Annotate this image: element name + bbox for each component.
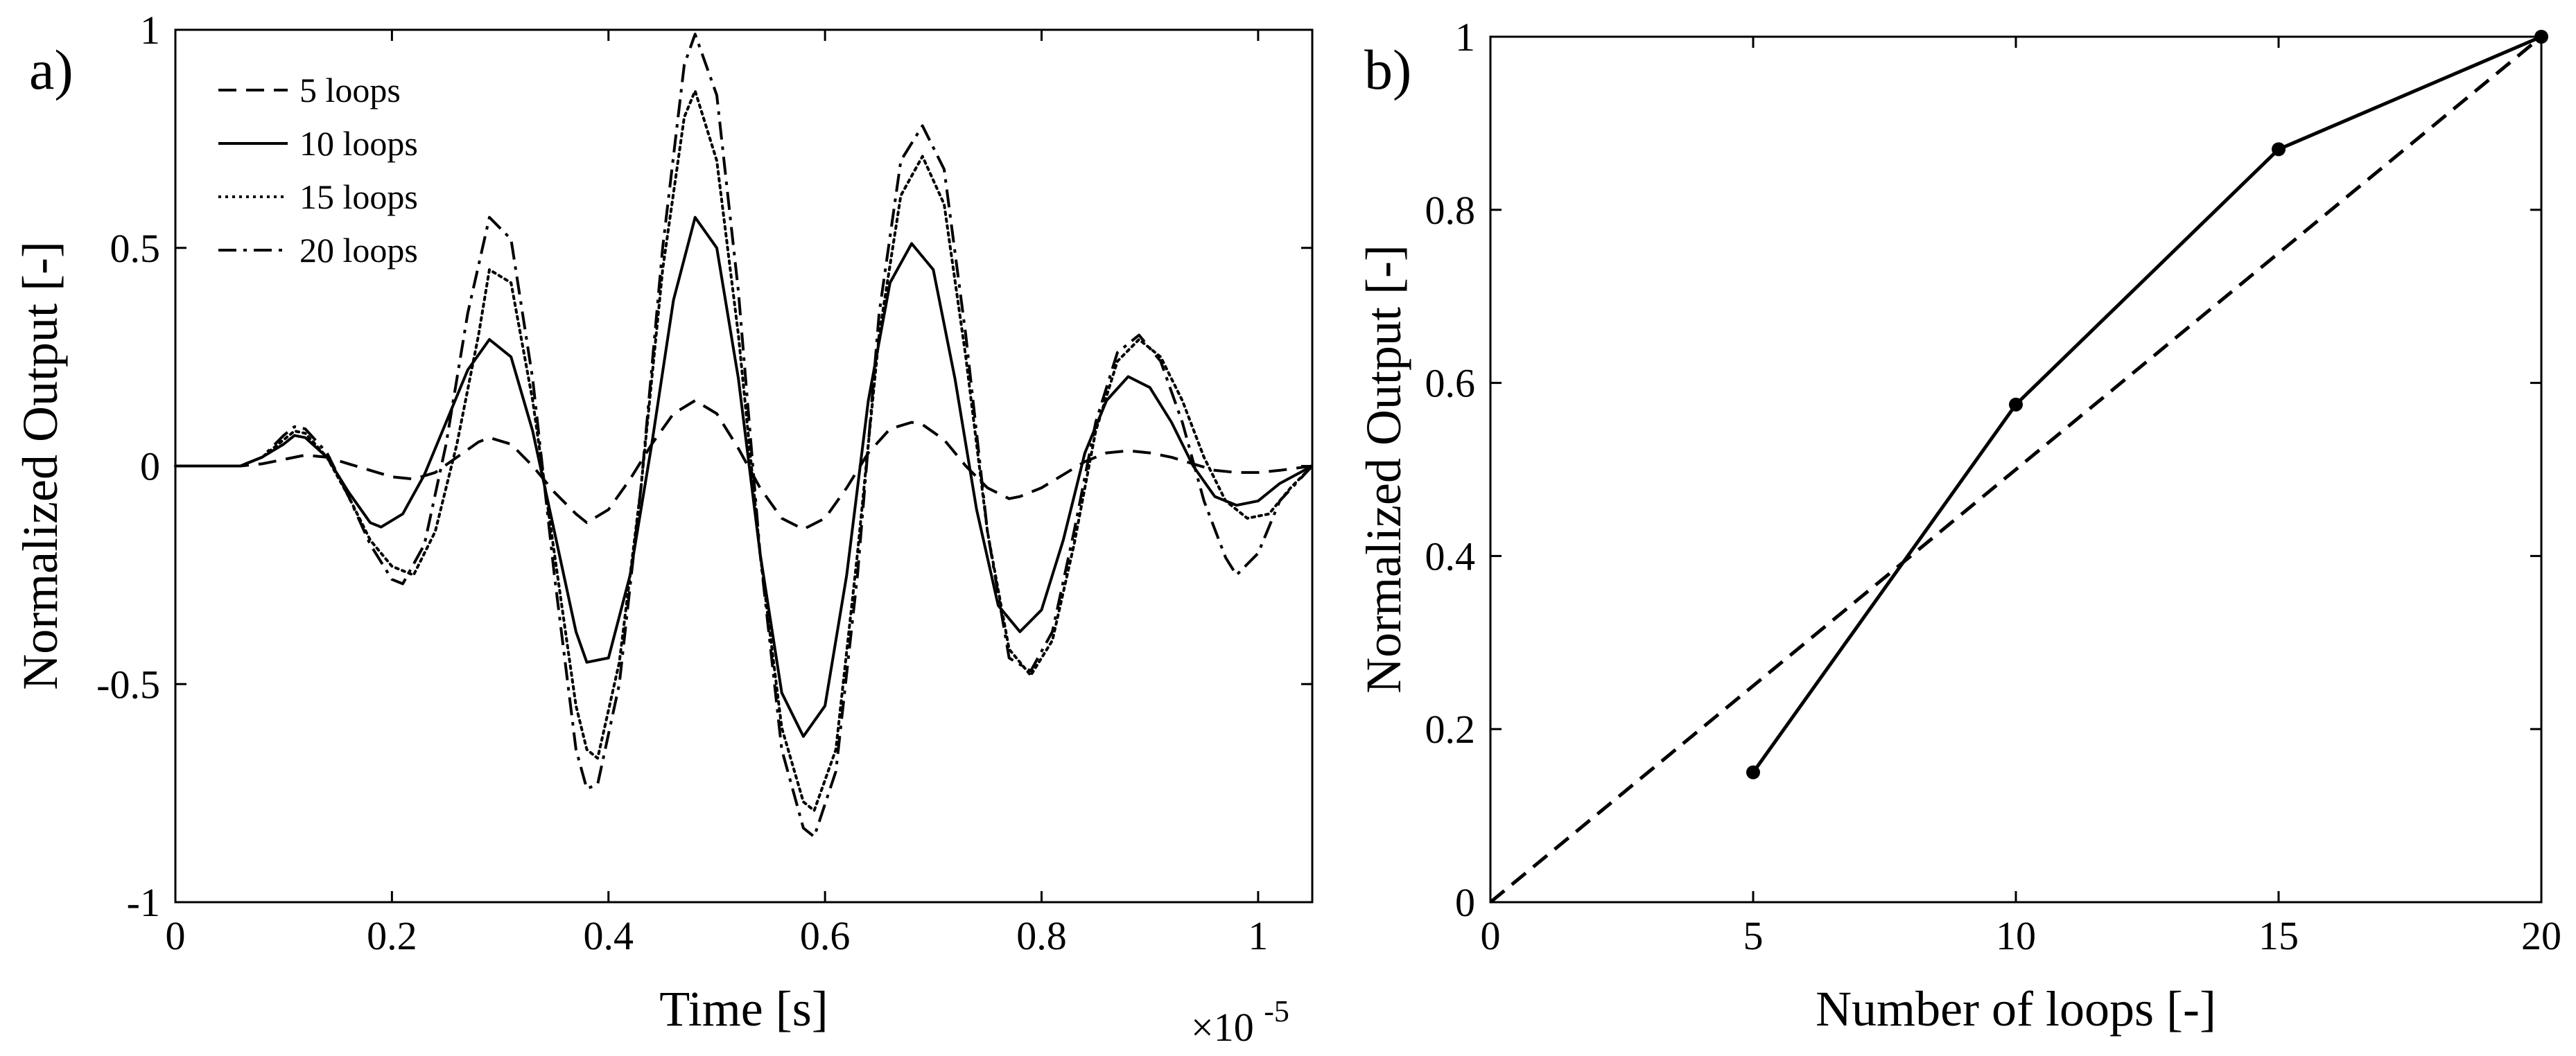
panel-b-y-axis-label: Normalized Output [-] xyxy=(1356,245,1411,694)
panel-b: 0 5 10 15 20 0 0.2 0.4 0.6 0.8 1 b) Number of loo… xyxy=(1356,15,2561,1037)
panel-b-data-point xyxy=(2272,142,2286,157)
legend-label-5-loops: 5 loops xyxy=(299,71,401,109)
panel-a-series-line-20-loops xyxy=(175,33,1314,838)
panel-b-data-point xyxy=(1746,765,1760,780)
panel-a-y-tick-label: -0.5 xyxy=(96,662,160,707)
panel-a: 0 0.2 0.4 0.6 0.8 1 -1 -0.5 0 0.5 1 5 loops 10 loo… xyxy=(12,8,1314,1050)
panel-a-y-ticks: -1 -0.5 0 0.5 1 xyxy=(96,8,1312,925)
panel-b-label: b) xyxy=(1364,38,1411,101)
panel-a-x-multiplier-base: ×10 xyxy=(1191,1005,1254,1050)
panel-b-series-line-measured xyxy=(1751,35,2542,774)
panel-b-x-tick-label: 15 xyxy=(2259,913,2299,958)
panel-a-label: a) xyxy=(29,38,73,101)
legend-label-15-loops: 15 loops xyxy=(299,177,418,216)
panel-a-x-tick-label: 0.6 xyxy=(800,913,851,958)
panel-a-x-tick-label: 0.4 xyxy=(584,913,634,958)
panel-a-series-line-10-loops xyxy=(175,215,1313,738)
panel-a-series-line-5-loops xyxy=(175,399,1313,531)
panel-b-y-tick-label: 1 xyxy=(1455,15,1475,60)
panel-a-x-axis-label: Time [s] xyxy=(659,981,828,1037)
panel-a-series-line-15-loops xyxy=(174,89,1314,812)
panel-a-y-tick-label: 0 xyxy=(140,444,160,489)
panel-b-y-tick-label: 0 xyxy=(1455,880,1475,925)
panel-b-x-tick-label: 10 xyxy=(1996,913,2036,958)
panel-b-y-tick-label: 0.6 xyxy=(1425,361,1476,406)
panel-a-x-tick-label: 1 xyxy=(1248,913,1268,958)
panel-b-x-tick-label: 0 xyxy=(1481,913,1501,958)
panel-a-y-tick-label: 1 xyxy=(140,8,160,53)
panel-b-x-axis-label: Number of loops [-] xyxy=(1816,981,2216,1037)
panel-b-series-line-linear-reference xyxy=(1489,35,2543,904)
panel-b-x-tick-label: 20 xyxy=(2521,913,2561,958)
panel-a-x-tick-label: 0.8 xyxy=(1016,913,1067,958)
panel-a-y-axis-label: Normalized Output [-] xyxy=(12,241,68,690)
legend-label-10-loops: 10 loops xyxy=(299,124,418,163)
panel-b-y-tick-label: 0.2 xyxy=(1425,707,1476,752)
panel-b-series xyxy=(1489,30,2548,904)
panel-a-x-multiplier: ×10 -5 xyxy=(1191,994,1289,1050)
panel-b-y-tick-label: 0.4 xyxy=(1425,534,1476,579)
panel-a-series xyxy=(174,33,1314,838)
panel-a-x-ticks: 0 0.2 0.4 0.6 0.8 1 xyxy=(166,30,1268,958)
panel-a-legend: 5 loops 10 loops 15 loops 20 loops xyxy=(218,71,418,270)
panel-b-y-ticks: 0 0.2 0.4 0.6 0.8 1 xyxy=(1425,15,2541,925)
panel-a-x-multiplier-exponent: -5 xyxy=(1264,994,1289,1028)
panel-a-y-tick-label: 0.5 xyxy=(110,226,161,271)
panel-a-x-tick-label: 0.2 xyxy=(367,913,417,958)
legend-label-20-loops: 20 loops xyxy=(299,231,418,270)
panel-b-x-ticks: 0 5 10 15 20 xyxy=(1481,37,2561,958)
panel-b-y-tick-label: 0.8 xyxy=(1425,188,1476,233)
panel-b-data-point xyxy=(2009,397,2023,412)
panel-a-x-tick-label: 0 xyxy=(166,913,186,958)
panel-b-x-tick-label: 5 xyxy=(1743,913,1764,958)
panel-a-y-tick-label: -1 xyxy=(127,880,160,925)
